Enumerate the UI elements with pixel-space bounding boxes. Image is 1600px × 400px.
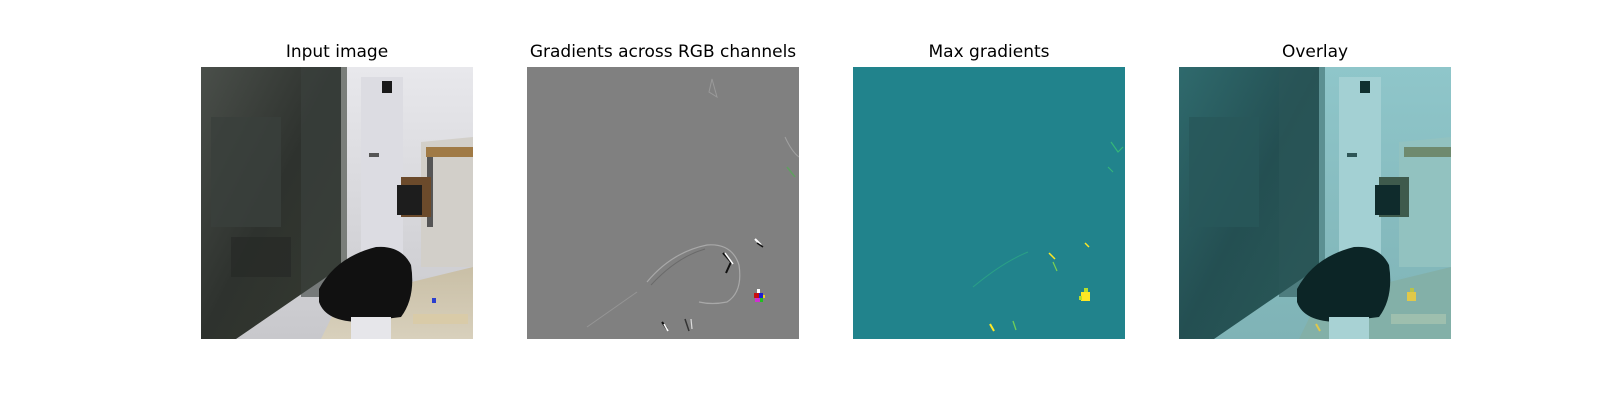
panel-input-image: Input image: [201, 0, 473, 400]
panel-rgb-gradients: Gradients across RGB channels: [527, 0, 799, 400]
panel-title: Input image: [285, 42, 389, 62]
panel-overlay: Overlay: [1179, 0, 1451, 400]
panel-max-gradients: Max gradients: [853, 0, 1125, 400]
panel-title: Overlay: [1281, 42, 1349, 62]
rgb-gradients-image: [527, 67, 799, 339]
input-image: [201, 67, 473, 339]
panel-title: Gradients across RGB channels: [529, 42, 797, 62]
panel-title: Max gradients: [928, 42, 1050, 62]
max-gradients-image: [853, 67, 1125, 339]
overlay-image: [1179, 67, 1451, 339]
